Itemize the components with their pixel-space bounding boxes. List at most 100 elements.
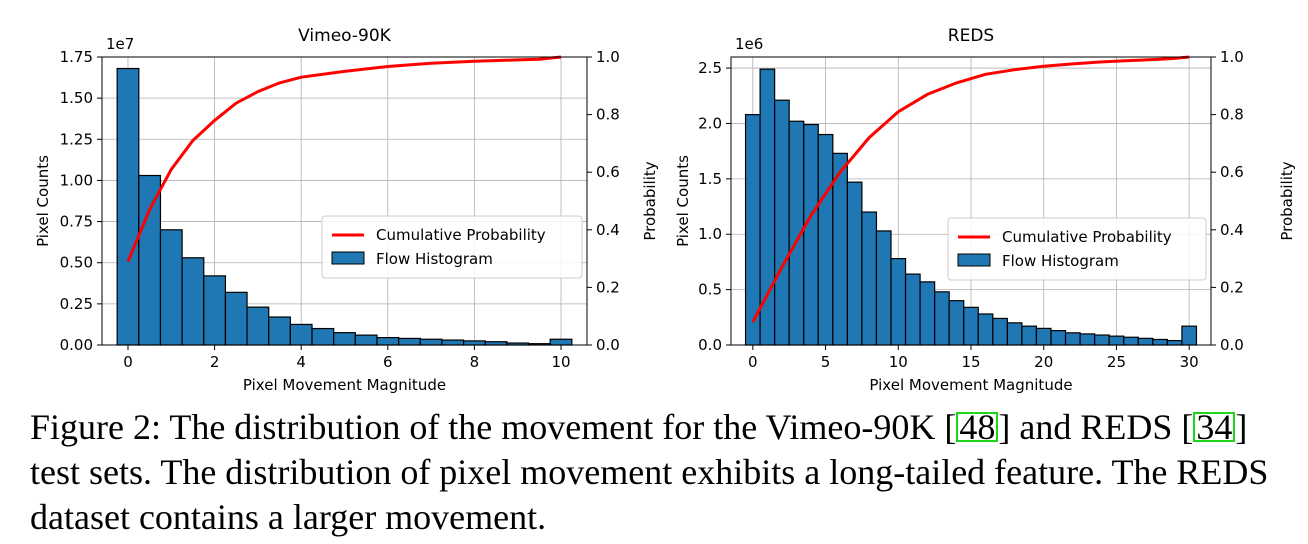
- y-axis-label: Pixel Counts: [674, 155, 692, 247]
- x-axis-label: Pixel Movement Magnitude: [243, 376, 446, 394]
- x-tick-label: 8: [470, 353, 480, 371]
- y-tick-label: 0.0: [698, 336, 722, 354]
- y-tick-label: 0.50: [60, 254, 93, 272]
- figure-caption: Figure 2: The distribution of the moveme…: [30, 405, 1300, 540]
- histogram-bar: [398, 337, 421, 346]
- legend-box: [321, 215, 583, 279]
- histogram-bar: [333, 332, 356, 346]
- legend-label: Cumulative Probability: [376, 226, 546, 244]
- y2-axis-label: Probability: [1278, 161, 1296, 240]
- y2-tick-label: 0.8: [1220, 106, 1244, 124]
- histogram-bar: [203, 275, 227, 346]
- histogram-bar: [904, 273, 921, 346]
- x-tick-label: 10: [889, 353, 908, 371]
- histogram-bar: [289, 323, 313, 346]
- y-axis-label: Pixel Counts: [34, 155, 52, 247]
- y2-tick-label: 0.6: [1220, 163, 1244, 181]
- y2-tick-label: 0.2: [1220, 278, 1244, 296]
- x-tick-label: 2: [210, 353, 220, 371]
- x-tick-label: 4: [296, 353, 306, 371]
- y2-tick-label: 0.0: [596, 336, 620, 354]
- legend: Cumulative Probability Flow Histogram: [321, 215, 583, 279]
- x-tick-label: 6: [383, 353, 393, 371]
- y-tick-label: 0.25: [60, 295, 93, 313]
- histogram-bar: [138, 174, 162, 346]
- y2-tick-label: 0.0: [1220, 336, 1244, 354]
- histogram-bar: [934, 291, 950, 346]
- reds-chart: 0 5 10 15 20 25 30 0.0 0.5 1.0 1.5 2.0 2.5 0.0 0.2 0.4 0…: [674, 26, 1296, 394]
- legend-label: Flow Histogram: [376, 250, 493, 268]
- histogram-bar: [919, 281, 936, 346]
- y2-tick-label: 0.6: [596, 163, 620, 181]
- citation-link-48[interactable]: 48: [956, 409, 999, 445]
- histogram-bar: [311, 327, 335, 346]
- histogram-bar: [846, 181, 863, 346]
- histogram-bar: [1050, 330, 1067, 346]
- y2-tick-label: 1.0: [596, 48, 620, 66]
- y2-axis-label: Probability: [641, 161, 659, 240]
- y2-tick-label: 0.4: [596, 221, 620, 239]
- y2-tick-label: 0.2: [596, 278, 620, 296]
- histogram-bar: [354, 334, 378, 346]
- histogram-bar: [224, 291, 248, 346]
- histogram-bar: [1006, 322, 1023, 346]
- plot-frame: [101, 56, 588, 346]
- histogram-bar: [246, 306, 270, 346]
- histogram-bar: [817, 133, 834, 346]
- y2-tick-label: 0.8: [596, 106, 620, 124]
- x-tick-label: 30: [1180, 353, 1199, 371]
- y-tick-label: 1.0: [698, 225, 722, 243]
- y-tick-label: 2.5: [698, 59, 722, 77]
- x-tick-label: 0: [748, 353, 758, 371]
- cumulative-probability-line: [126, 55, 562, 263]
- histogram-bar: [159, 229, 183, 346]
- histogram-bar: [948, 300, 965, 346]
- histogram-bar: [549, 338, 573, 346]
- histogram-bar: [1064, 332, 1081, 346]
- histogram-bar: [116, 67, 140, 346]
- legend: Cumulative Probability Flow Histogram: [947, 217, 1207, 281]
- x-axis-label: Pixel Movement Magnitude: [869, 376, 1072, 394]
- chart-title: REDS: [948, 26, 994, 46]
- caption-text: ] test sets. The distribution of pixel m…: [30, 407, 1269, 537]
- histogram-bar: [1166, 339, 1183, 346]
- histogram-bar: [181, 257, 205, 346]
- y-tick-label: 1.50: [60, 89, 93, 107]
- citation-link-34[interactable]: 34: [1193, 409, 1236, 445]
- histogram-bar: [1123, 336, 1139, 346]
- y-tick-label: 2.0: [698, 114, 722, 132]
- x-tick-label: 25: [1107, 353, 1126, 371]
- histogram-bar: [977, 313, 994, 346]
- x-tick-label: 15: [961, 353, 980, 371]
- y-tick-label: 1.25: [60, 130, 93, 148]
- cumulative-probability-line: [751, 55, 1190, 323]
- y-tick-label: 1.5: [698, 170, 722, 188]
- histogram-bar: [992, 317, 1008, 346]
- x-tick-label: 5: [821, 353, 831, 371]
- histogram-bar: [861, 211, 878, 346]
- histogram-bar: [890, 258, 907, 346]
- histogram-bar: [774, 99, 790, 346]
- histogram-bar: [376, 336, 400, 346]
- legend-box: [947, 217, 1207, 281]
- y-tick-label: 1.00: [60, 171, 93, 189]
- caption-text: Figure 2: The distribution of the moveme…: [30, 407, 957, 447]
- x-tick-label: 20: [1034, 353, 1053, 371]
- y2-tick-label: 0.4: [1220, 221, 1244, 239]
- legend-bar-swatch: [957, 253, 991, 267]
- histogram-bar: [462, 340, 486, 346]
- histogram-bar: [803, 123, 819, 346]
- legend-bar-swatch: [331, 251, 365, 265]
- x-tick-label: 10: [551, 353, 570, 371]
- histogram-bar: [1137, 337, 1154, 346]
- x-tick-label: 0: [123, 353, 133, 371]
- histogram-bar: [1021, 325, 1038, 346]
- histogram-bar: [875, 230, 892, 346]
- y-tick-label: 0.5: [698, 281, 722, 299]
- histogram-bar: [1079, 333, 1096, 346]
- legend-label: Cumulative Probability: [1002, 228, 1172, 246]
- histogram-bar: [963, 306, 979, 346]
- y-tick-label: 0.75: [60, 213, 93, 231]
- histogram-bar: [1094, 334, 1110, 346]
